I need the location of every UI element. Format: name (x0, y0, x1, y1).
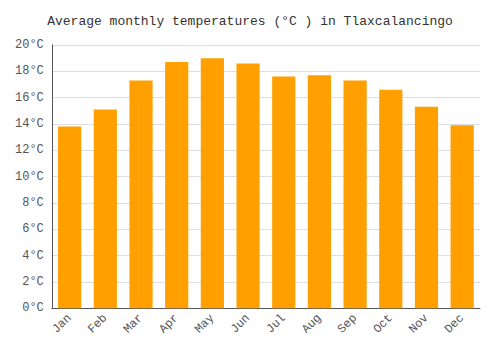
svg-text:Aug: Aug (299, 311, 324, 336)
svg-text:12°C: 12°C (15, 143, 44, 157)
svg-text:May: May (192, 311, 217, 336)
svg-text:Feb: Feb (85, 311, 110, 336)
svg-text:2°C: 2°C (22, 275, 44, 289)
svg-text:Oct: Oct (371, 311, 396, 336)
svg-text:8°C: 8°C (22, 196, 44, 210)
svg-text:16°C: 16°C (15, 91, 44, 105)
svg-text:6°C: 6°C (22, 222, 44, 236)
svg-text:Jun: Jun (228, 311, 253, 336)
svg-text:14°C: 14°C (15, 117, 44, 131)
svg-text:Sep: Sep (335, 311, 360, 336)
svg-text:Jan: Jan (49, 311, 74, 336)
svg-text:Average monthly temperatures (: Average monthly temperatures (°C ) in Tl… (47, 14, 453, 29)
svg-text:4°C: 4°C (22, 249, 44, 263)
svg-text:Nov: Nov (406, 311, 431, 336)
svg-text:Apr: Apr (156, 311, 181, 336)
svg-text:0°C: 0°C (22, 301, 44, 315)
svg-text:Mar: Mar (121, 311, 146, 336)
svg-text:18°C: 18°C (15, 64, 44, 78)
svg-text:10°C: 10°C (15, 170, 44, 184)
svg-text:Jul: Jul (264, 311, 289, 336)
svg-text:Dec: Dec (442, 311, 467, 336)
svg-text:20°C: 20°C (15, 38, 44, 52)
